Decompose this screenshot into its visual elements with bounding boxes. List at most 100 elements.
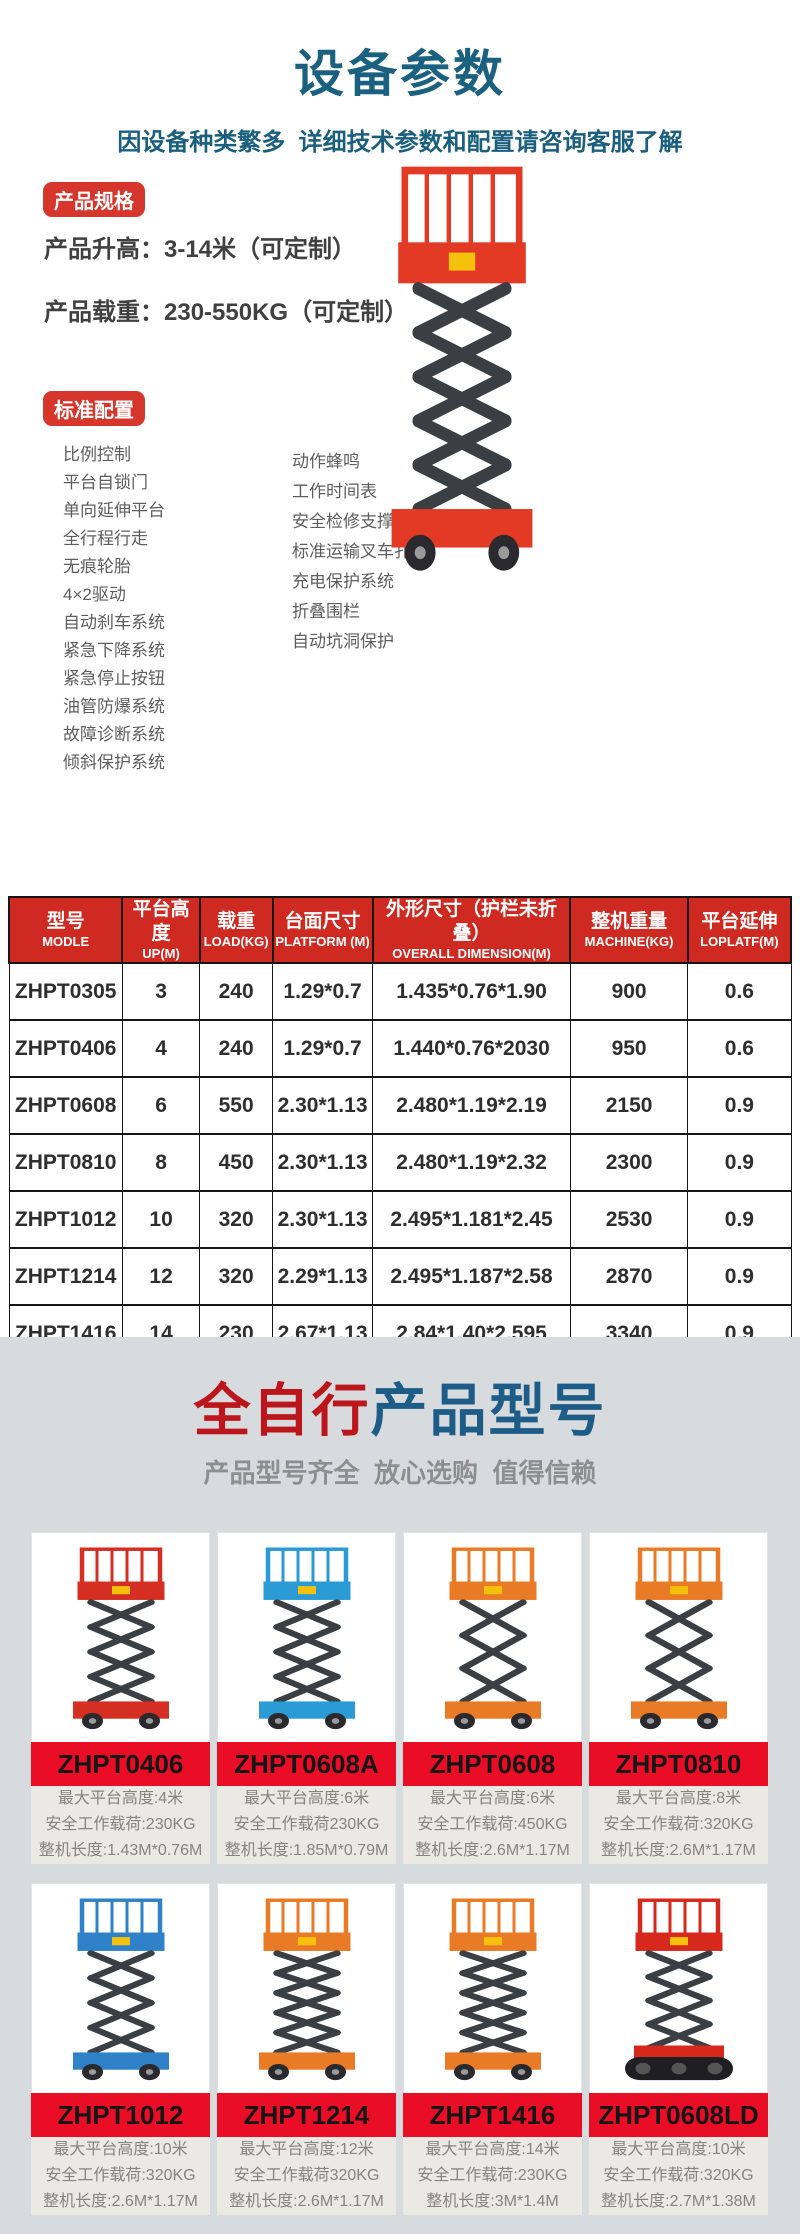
standard-config-list-left: 比例控制 平台自锁门 单向延伸平台 全行程行走 无痕轮胎 4×2驱动 自动刹车系统 紧急下降系… — [63, 441, 165, 777]
models-section-title: 全自行产品型号 — [0, 1365, 800, 1447]
table-cell: 2.480*1.19*2.32 — [372, 1133, 571, 1192]
product-model: ZHPT0608A — [217, 1742, 396, 1786]
table-row: ZHPT0810 8 450 2.30*1.13 2.480*1.19*2.32 2300… — [8, 1133, 792, 1192]
product-spec-line: 最大平台高度:12米 — [239, 2141, 374, 2158]
product-card-zhpt0810[interactable]: ZHPT0810 最大平台高度:8米 安全工作载荷:320KG 整机长度:2.6M*1… — [589, 1532, 768, 1864]
table-cell: ZHPT0810 — [8, 1133, 123, 1192]
table-row: ZHPT0305 3 240 1.29*0.7 1.435*0.76*1.90 900 0.… — [8, 962, 792, 1021]
product-card-zhpt1416[interactable]: ZHPT1416 最大平台高度:14米 安全工作载荷:230KG 整机长度:3M*1.… — [403, 1883, 582, 2215]
product-card-zhpt1012[interactable]: ZHPT1012 最大平台高度:10米 安全工作载荷:320KG 整机长度:2.6M*… — [31, 1883, 210, 2215]
table-cell: 0.6 — [687, 1019, 792, 1078]
product-spec-line: 最大平台高度:6米 — [429, 1790, 556, 1807]
table-cell: 1.440*0.76*2030 — [372, 1019, 571, 1078]
models-title-red: 全自行 — [193, 1379, 371, 1443]
table-cell: ZHPT1214 — [8, 1247, 123, 1306]
feature-item: 充电保护系统 — [292, 572, 394, 591]
header-cn: 平台高度 — [132, 899, 190, 944]
table-cell: 450 — [199, 1133, 273, 1192]
product-spec-lines: 最大平台高度:4米 安全工作载荷:230KG 整机长度:1.43M*0.76M — [31, 1786, 210, 1864]
product-spec-line: 安全工作载荷230KG — [233, 1816, 380, 1833]
table-cell: 0.9 — [687, 1190, 792, 1249]
standard-config-badge: 标准配置 — [43, 391, 145, 426]
feature-item: 动作蜂鸣 — [292, 452, 360, 471]
feature-item: 故障诊断系统 — [63, 725, 165, 744]
product-specs-badge: 产品规格 — [43, 182, 145, 217]
table-cell: 1.435*0.76*1.90 — [372, 962, 571, 1021]
feature-item: 单向延伸平台 — [63, 501, 165, 520]
feature-item: 自动坑洞保护 — [292, 632, 394, 651]
table-cell: 0.9 — [687, 1076, 792, 1135]
product-spec-line: 安全工作载荷:450KG — [417, 1816, 568, 1833]
table-cell: ZHPT0406 — [8, 1019, 123, 1078]
table-cell: 6 — [121, 1076, 201, 1135]
table-header-cell: 平台延伸 LOPLATF(M) — [686, 896, 793, 964]
table-cell: 0.6 — [687, 962, 792, 1021]
spec-table: 型号 MODLE 平台高度 UP(M) 载重 LOAD(KG) 台面尺寸 PLATFORM (… — [7, 896, 793, 1363]
product-image — [589, 1532, 768, 1742]
product-spec-line: 安全工作载荷:320KG — [45, 2167, 196, 2184]
product-card-zhpt1214[interactable]: ZHPT1214 最大平台高度:12米 安全工作载荷320KG 整机长度:2.6M*1… — [217, 1883, 396, 2215]
page-subtitle: 因设备种类繁多 详细技术参数和配置请咨询客服了解 — [117, 129, 683, 156]
table-cell: 320 — [199, 1190, 273, 1249]
table-header-row: 型号 MODLE 平台高度 UP(M) 载重 LOAD(KG) 台面尺寸 PLATFORM (… — [7, 896, 793, 964]
product-spec-line: 最大平台高度:8米 — [615, 1790, 742, 1807]
product-spec-line: 整机长度:2.7M*1.38M — [601, 2193, 756, 2210]
product-spec-line: 最大平台高度:6米 — [243, 1790, 370, 1807]
table-cell: 2.495*1.181*2.45 — [372, 1190, 571, 1249]
product-spec-lines: 最大平台高度:10米 安全工作载荷:320KG 整机长度:2.7M*1.38M — [589, 2137, 768, 2215]
table-header-cell: 型号 MODLE — [7, 896, 124, 964]
product-spec-line: 安全工作载荷:320KG — [603, 2167, 754, 2184]
table-cell: 1.29*0.7 — [271, 962, 374, 1021]
table-row: ZHPT0608 6 550 2.30*1.13 2.480*1.19*2.19 2150… — [8, 1076, 792, 1135]
models-title-blue: 产品型号 — [370, 1379, 607, 1443]
product-spec-line: 最大平台高度:4米 — [57, 1790, 184, 1807]
header-cn: 台面尺寸 — [284, 911, 361, 932]
product-spec-line: 安全工作载荷:230KG — [417, 2167, 568, 2184]
header-cn: 载重 — [217, 911, 256, 932]
header-en: UP(M) — [142, 946, 180, 961]
header-cn: 整机重量 — [591, 911, 668, 932]
product-image — [217, 1532, 396, 1742]
scissor-lift-illustration — [630, 1546, 727, 1729]
feature-item: 紧急下降系统 — [63, 641, 165, 660]
product-card-zhpt0608a[interactable]: ZHPT0608A 最大平台高度:6米 安全工作载荷230KG 整机长度:1.85M*… — [217, 1532, 396, 1864]
table-cell: 2.495*1.187*2.58 — [372, 1247, 571, 1306]
feature-item: 比例控制 — [63, 445, 131, 464]
table-header-cell: 台面尺寸 PLATFORM (M) — [271, 896, 374, 964]
table-cell: 2.30*1.13 — [271, 1076, 374, 1135]
product-card-zhpt0608[interactable]: ZHPT0608 最大平台高度:6米 安全工作载荷:450KG 整机长度:2.6M*1… — [403, 1532, 582, 1864]
product-image — [31, 1883, 210, 2093]
feature-item: 自动刹车系统 — [63, 613, 165, 632]
product-card-zhpt0608ld[interactable]: ZHPT0608LD 最大平台高度:10米 安全工作载荷:320KG 整机长度:2.7… — [589, 1883, 768, 2215]
header-en: LOAD(KG) — [203, 934, 269, 949]
feature-item: 标准运输叉车孔 — [292, 542, 411, 561]
product-spec-line: 整机长度:2.6M*1.17M — [415, 1842, 570, 1859]
feature-item: 油管防爆系统 — [63, 697, 165, 716]
scissor-lift-illustration — [258, 1546, 355, 1729]
product-image — [403, 1532, 582, 1742]
product-image — [589, 1883, 768, 2093]
table-cell: 4 — [121, 1019, 201, 1078]
product-spec-line: 整机长度:1.85M*0.79M — [224, 1842, 389, 1859]
table-cell: 2530 — [569, 1190, 689, 1249]
product-model: ZHPT1012 — [31, 2093, 210, 2137]
product-model: ZHPT0608LD — [589, 2093, 768, 2137]
product-image — [31, 1532, 210, 1742]
page-title: 设备参数 — [294, 46, 506, 102]
product-spec-line: 整机长度:1.43M*0.76M — [38, 1842, 203, 1859]
header-en: PLATFORM (M) — [275, 934, 370, 949]
feature-item: 无痕轮胎 — [63, 557, 131, 576]
product-model: ZHPT0810 — [589, 1742, 768, 1786]
feature-item: 折叠围栏 — [292, 602, 360, 621]
product-card-zhpt0406[interactable]: ZHPT0406 最大平台高度:4米 安全工作载荷:230KG 整机长度:1.43M*… — [31, 1532, 210, 1864]
header-en: MODLE — [42, 934, 90, 949]
table-cell: 12 — [121, 1247, 201, 1306]
header-en: LOPLATF(M) — [700, 934, 779, 949]
table-cell: 8 — [121, 1133, 201, 1192]
feature-item: 倾斜保护系统 — [63, 753, 165, 772]
table-cell: 2150 — [569, 1076, 689, 1135]
header-en: OVERALL DIMENSION(M) — [392, 946, 551, 961]
product-spec-lines: 最大平台高度:14米 安全工作载荷:230KG 整机长度:3M*1.4M — [403, 2137, 582, 2215]
table-cell: 320 — [199, 1247, 273, 1306]
feature-item: 全行程行走 — [63, 529, 148, 548]
